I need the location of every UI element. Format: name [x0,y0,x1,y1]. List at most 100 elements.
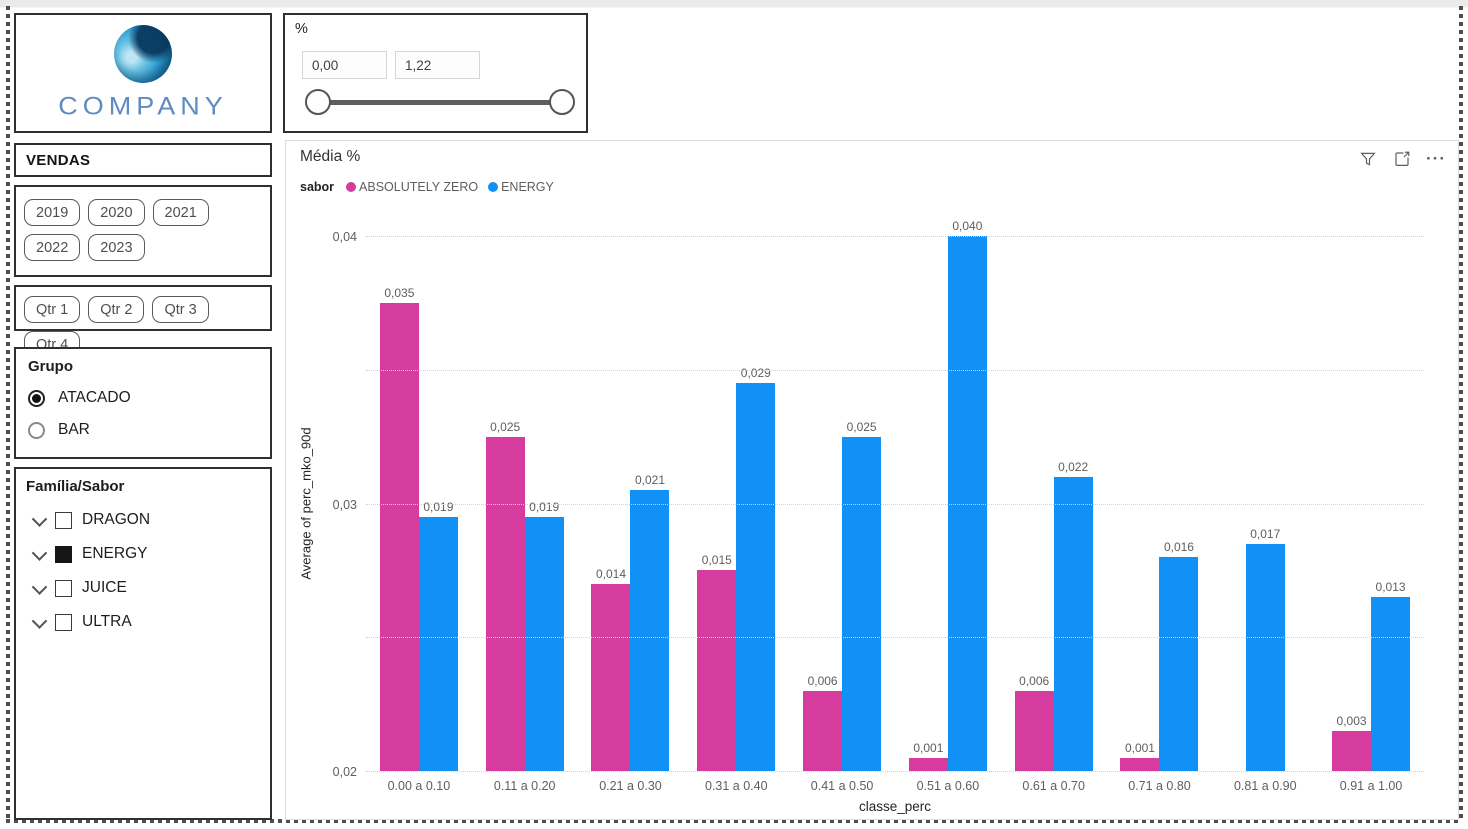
logo-card: COMPANY [14,13,272,133]
range-slider-track[interactable] [318,100,563,105]
year-button-2019[interactable]: 2019 [24,199,81,226]
year-button-2021[interactable]: 2021 [152,199,209,226]
vendas-header-card: VENDAS [14,143,272,177]
bar-energy[interactable]: 0,025 [842,420,882,771]
familia-sabor-title: Família/Sabor [26,478,125,495]
x-axis-category-label: 0.41 a 0.50 [810,779,874,793]
bar-absolutely-zero[interactable]: 0,035 [379,286,419,771]
chevron-down-icon[interactable] [31,544,48,561]
bar-group-0.91-a-1.00: 0,003 0,013 [1318,236,1424,771]
legend-item-label: ENERGY [501,180,554,194]
familia-item-energy[interactable]: ENERGY [26,544,260,563]
plot-area: 0,035 0,019 0,025 0,019 0,014 0,021 0,015 0,029… [333,219,1424,779]
year-button-2023[interactable]: 2023 [88,234,145,261]
grupo-option-label: BAR [58,421,90,438]
x-axis-category-label: 0.21 a 0.30 [599,779,662,793]
familia-item-juice[interactable]: JUICE [26,578,260,597]
range-slider-handle-max[interactable] [549,89,575,115]
legend-items: ABSOLUTELY ZERO ENERGY [346,180,554,194]
chevron-down-icon[interactable] [31,510,48,527]
quarter-button-qtr-2[interactable]: Qtr 2 [88,296,145,323]
range-slider-handle-min[interactable] [305,89,331,115]
chevron-down-icon[interactable] [31,612,48,629]
gridline: 0,03 [333,369,1424,512]
gridline: 0,02 [333,503,1424,779]
grupo-slicer: Grupo ATACADO BAR [14,347,272,459]
checkbox-unchecked-icon[interactable] [55,613,72,631]
bar-energy[interactable]: 0,019 [524,500,564,771]
y-axis-tick-label: 0,04 [332,230,357,244]
radio-unselected-icon[interactable] [28,421,45,439]
bar-energy[interactable]: 0,013 [1371,580,1411,771]
quarter-button-qtr-1[interactable]: Qtr 1 [24,296,81,323]
year-button-2022[interactable]: 2022 [24,234,81,261]
bar-energy[interactable]: 0,019 [418,500,458,771]
bar-data-label: 0,014 [595,566,626,581]
grupo-option-label: ATACADO [58,389,131,406]
bar-data-label: 0,019 [423,499,454,514]
x-axis-category-label: 0.61 a 0.70 [1022,779,1085,793]
focus-mode-icon[interactable] [1392,149,1412,169]
legend-item-energy[interactable]: ENERGY [488,180,554,194]
year-slicer: 2019 2020 2021 2022 2023 [14,185,272,277]
familia-item-label: ENERGY [82,545,148,562]
bar-group-0.00-a-0.10: 0,035 0,019 [366,236,472,771]
grupo-option-atacado[interactable]: ATACADO [28,389,258,407]
bar-absolutely-zero[interactable]: 0,025 [485,420,525,771]
radio-selected-icon[interactable] [28,389,45,407]
bar-data-label: 0,016 [1163,540,1194,554]
more-options-icon[interactable]: ··· [1426,149,1446,168]
bar-absolutely-zero[interactable]: 0,015 [697,553,737,771]
chart-title: Média % [300,148,361,165]
bar-absolutely-zero[interactable]: 0,006 [1014,674,1054,771]
vendas-title: VENDAS [26,151,91,169]
quarter-slicer: Qtr 1 Qtr 2 Qtr 3 Qtr 4 [14,285,272,358]
filter-icon[interactable] [1358,149,1378,169]
percent-slicer-title: % [295,21,308,37]
company-logo-icon [114,24,172,83]
year-button-2020[interactable]: 2020 [88,199,145,226]
gridline: 0,00 [366,771,1424,772]
grupo-options: ATACADO BAR [28,389,258,439]
bar-data-label: 0,015 [701,553,732,568]
bar-absolutely-zero[interactable]: 0,001 [908,741,948,771]
bar-absolutely-zero[interactable]: 0,006 [803,674,843,771]
media-percent-chart-panel: Média % ··· sabor ABSOLUTELY ZERO ENERGY … [285,140,1459,820]
x-axis-category-label: 0.31 a 0.40 [705,779,768,793]
bar-absolutely-zero[interactable]: 0,014 [591,567,631,771]
checkbox-checked-icon[interactable] [55,545,72,563]
range-max-input[interactable]: 1,22 [395,51,480,79]
bar-energy[interactable]: 0,022 [1053,460,1093,771]
legend-item-label: ABSOLUTELY ZERO [359,180,479,194]
bar-energy[interactable]: 0,029 [736,366,776,771]
bar-data-label: 0,035 [384,285,415,300]
bar-energy[interactable]: 0,017 [1245,527,1285,771]
bar-data-label: 0,006 [807,673,838,688]
x-axis-labels: 0.00 a 0.10 0.11 a 0.20 0.21 a 0.30 0.31 a … [366,779,1424,793]
bar-group-0.41-a-0.50: 0,006 0,025 [789,236,895,771]
chevron-down-icon[interactable] [31,578,48,595]
bar-energy[interactable]: 0,016 [1159,540,1199,771]
checkbox-unchecked-icon[interactable] [55,511,72,529]
checkbox-unchecked-icon[interactable] [55,579,72,597]
bar-energy[interactable]: 0,021 [630,473,670,771]
range-min-input[interactable]: 0,00 [302,51,387,79]
grupo-option-bar[interactable]: BAR [28,421,258,439]
x-axis-category-label: 0.81 a 0.90 [1233,779,1297,793]
familia-sabor-slicer: Família/Sabor DRAGON ENERGY JUICE ULTRA [14,467,272,820]
x-axis-category-label: 0.00 a 0.10 [387,779,451,793]
familia-item-ultra[interactable]: ULTRA [26,612,260,631]
bar-absolutely-zero[interactable]: 0,003 [1332,714,1372,771]
familia-item-dragon[interactable]: DRAGON [26,510,260,529]
company-name: COMPANY [58,91,228,120]
bar-data-label: 0,025 [846,419,877,434]
bar-data-label: 0,019 [529,499,560,514]
bar-data-label: 0,017 [1250,526,1281,541]
quarter-button-qtr-3[interactable]: Qtr 3 [152,296,209,323]
window-top-edge [0,0,1468,8]
bar-group-0.11-a-0.20: 0,025 0,019 [472,236,578,771]
bar-absolutely-zero[interactable]: 0,001 [1120,741,1160,771]
bar-data-label: 0,025 [490,419,521,434]
legend-item-absolutely-zero[interactable]: ABSOLUTELY ZERO [346,180,478,194]
